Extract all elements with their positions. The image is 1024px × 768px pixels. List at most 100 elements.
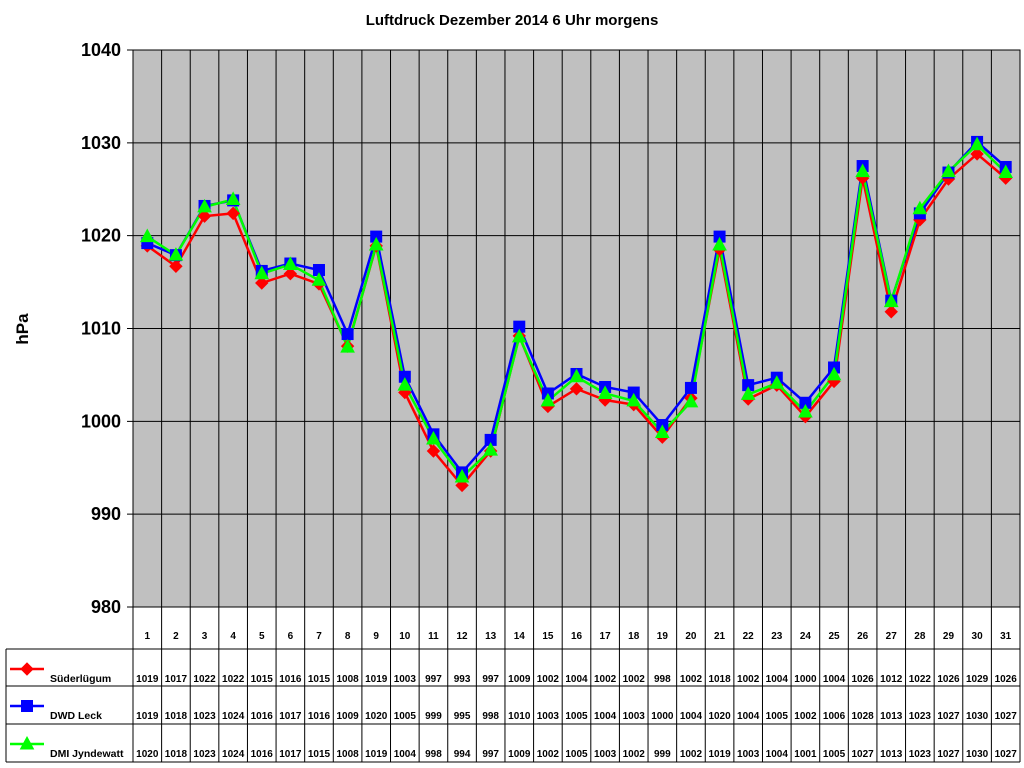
table-value: 1019 — [365, 749, 388, 760]
table-value: 993 — [454, 674, 471, 685]
table-value: 1017 — [165, 674, 188, 685]
table-value: 1004 — [823, 674, 846, 685]
table-value: 1003 — [537, 711, 560, 722]
table-value: 1020 — [708, 711, 731, 722]
data-point-triangle — [311, 272, 327, 286]
table-value: 1029 — [966, 674, 989, 685]
table-value: 1019 — [136, 711, 159, 722]
table-value: 1019 — [708, 749, 731, 760]
x-tick-label: 30 — [972, 631, 984, 642]
table-value: 1023 — [909, 749, 932, 760]
data-table: 1 2 3 4 5 6 7 8 9 10 11 12 13 14 15 16 17 18 19 20 21 22 23 24 2… — [5, 607, 1021, 763]
plot-area: 980 990 1000 1010 1020 1030 1040 — [81, 40, 1021, 617]
table-value: 1002 — [737, 674, 760, 685]
table-value: 1017 — [279, 711, 302, 722]
table-value: 1004 — [394, 749, 417, 760]
data-point-diamond — [226, 206, 240, 221]
x-tick-label: 31 — [1000, 631, 1012, 642]
x-tick-label: 13 — [485, 631, 497, 642]
table-value: 1005 — [565, 711, 588, 722]
table-value: 1023 — [909, 711, 932, 722]
data-point-triangle — [883, 293, 899, 308]
y-tick-label: 1040 — [81, 40, 121, 60]
data-point-triangle — [798, 404, 813, 418]
table-value: 1023 — [193, 749, 216, 760]
data-point-diamond — [569, 382, 584, 396]
table-value: 1015 — [308, 674, 331, 685]
data-point-diamond — [20, 662, 34, 676]
data-point-triangle — [683, 393, 699, 408]
table-value: 998 — [654, 674, 671, 685]
table-value: 1023 — [193, 711, 216, 722]
table-value: 1002 — [537, 749, 560, 760]
data-point-triangle — [19, 735, 35, 750]
table-value: 1013 — [880, 749, 903, 760]
data-point-triangle — [998, 164, 1014, 179]
table-value: 999 — [654, 749, 671, 760]
table-value: 1027 — [995, 749, 1018, 760]
data-point-triangle — [941, 163, 956, 178]
data-point-triangle — [483, 442, 499, 456]
table-value: 1000 — [651, 711, 674, 722]
data-point-triangle — [540, 392, 556, 407]
table-value: 1018 — [165, 749, 188, 760]
table-value: 999 — [425, 711, 442, 722]
table-value: 1005 — [394, 711, 417, 722]
data-point-triangle — [969, 136, 985, 151]
table-value: 1004 — [565, 674, 588, 685]
table-value: 1022 — [909, 674, 932, 685]
data-point-triangle — [254, 265, 270, 280]
table-value: 998 — [482, 711, 499, 722]
data-point-triangle — [597, 385, 613, 399]
y-tick-label: 980 — [91, 597, 121, 617]
table-value: 1002 — [680, 749, 703, 760]
x-tick-label: 1 — [145, 631, 151, 642]
table-value: 1015 — [251, 674, 274, 685]
x-tick-label: 16 — [571, 631, 583, 642]
x-tick-label: 2 — [173, 631, 179, 642]
table-value: 1004 — [680, 711, 703, 722]
legend-label: Süderlügum — [50, 673, 111, 685]
data-point-triangle — [340, 339, 355, 353]
data-point-triangle — [912, 200, 928, 215]
table-value: 1009 — [508, 749, 531, 760]
data-point-triangle — [454, 468, 470, 483]
x-tick-label: 18 — [628, 631, 640, 642]
data-point-diamond — [970, 147, 984, 161]
x-tick-label: 21 — [714, 631, 726, 642]
data-point-triangle — [368, 236, 384, 251]
data-point-triangle — [283, 256, 298, 270]
table-value: 1003 — [594, 749, 617, 760]
x-tick-label: 29 — [943, 631, 955, 642]
table-value: 1008 — [336, 674, 359, 685]
table-value: 1002 — [537, 674, 560, 685]
table-value: 1024 — [222, 749, 245, 760]
table-value: 1024 — [222, 711, 245, 722]
table-value: 1009 — [336, 711, 359, 722]
data-point-triangle — [511, 328, 527, 343]
table-value: 994 — [454, 749, 471, 760]
table-value: 1019 — [136, 674, 159, 685]
legend-label: DWD Leck — [50, 710, 102, 722]
data-point-triangle — [712, 236, 727, 251]
x-tick-label: 8 — [345, 631, 351, 642]
table-value: 1026 — [937, 674, 960, 685]
data-point-diamond — [197, 209, 212, 223]
y-axis-label: hPa — [13, 313, 32, 345]
data-point-triangle — [197, 198, 212, 213]
table-value: 1016 — [251, 711, 274, 722]
x-tick-label: 19 — [657, 631, 669, 642]
table-value: 1006 — [823, 711, 846, 722]
x-tick-label: 12 — [456, 631, 468, 642]
data-point-triangle — [626, 392, 642, 407]
table-value: 997 — [425, 674, 442, 685]
chart-title: Luftdruck Dezember 2014 6 Uhr morgens — [366, 12, 659, 29]
data-point-triangle — [826, 366, 842, 381]
table-value: 1003 — [737, 749, 760, 760]
y-tick-label: 990 — [91, 504, 121, 524]
table-value: 1016 — [308, 711, 331, 722]
table-value: 1002 — [680, 674, 703, 685]
table-value: 1001 — [794, 749, 817, 760]
data-point-triangle — [654, 424, 670, 438]
data-point-triangle — [769, 375, 785, 389]
